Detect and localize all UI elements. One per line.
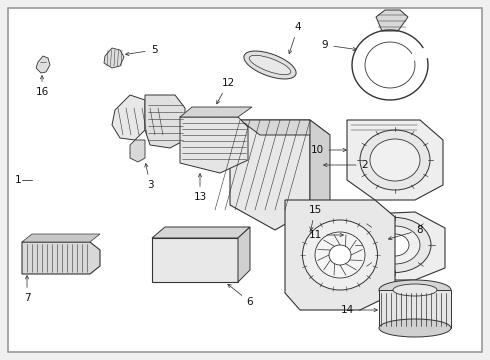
Polygon shape: [240, 120, 330, 135]
Ellipse shape: [329, 245, 351, 265]
Polygon shape: [36, 56, 50, 73]
Ellipse shape: [302, 220, 377, 290]
Ellipse shape: [249, 55, 291, 75]
Polygon shape: [230, 120, 310, 230]
Polygon shape: [285, 200, 395, 310]
Text: 15: 15: [308, 205, 321, 230]
Polygon shape: [180, 107, 252, 117]
Polygon shape: [376, 10, 408, 31]
Ellipse shape: [379, 319, 451, 337]
Ellipse shape: [370, 226, 420, 264]
Polygon shape: [347, 120, 443, 200]
Polygon shape: [323, 234, 331, 268]
Text: 12: 12: [217, 78, 235, 104]
Polygon shape: [152, 238, 238, 282]
Polygon shape: [130, 140, 145, 162]
Polygon shape: [297, 242, 323, 268]
Text: 8: 8: [389, 225, 423, 240]
Text: 10: 10: [311, 145, 346, 155]
Polygon shape: [180, 117, 248, 173]
Polygon shape: [297, 234, 331, 242]
Text: 13: 13: [194, 174, 207, 202]
Polygon shape: [22, 234, 100, 242]
Ellipse shape: [393, 284, 437, 296]
Text: 11: 11: [308, 230, 343, 240]
Polygon shape: [379, 290, 451, 328]
Text: 3: 3: [145, 163, 153, 190]
Polygon shape: [238, 227, 250, 282]
Text: 16: 16: [35, 76, 49, 97]
Text: 2: 2: [323, 160, 368, 170]
Ellipse shape: [360, 130, 430, 190]
Ellipse shape: [244, 51, 296, 79]
Polygon shape: [145, 95, 185, 148]
Polygon shape: [152, 227, 250, 238]
Ellipse shape: [379, 280, 451, 300]
Ellipse shape: [370, 139, 420, 181]
Text: 14: 14: [341, 305, 377, 315]
Ellipse shape: [381, 234, 409, 256]
Polygon shape: [310, 120, 330, 225]
Text: 7: 7: [24, 276, 30, 303]
Text: 6: 6: [228, 284, 253, 307]
Text: 4: 4: [289, 22, 301, 54]
Text: 1: 1: [15, 175, 21, 185]
Polygon shape: [22, 242, 100, 274]
Polygon shape: [104, 48, 124, 68]
Ellipse shape: [315, 232, 365, 278]
Text: 9: 9: [322, 40, 356, 51]
Text: 5: 5: [125, 45, 157, 55]
Polygon shape: [112, 95, 145, 140]
Polygon shape: [345, 212, 445, 280]
Ellipse shape: [359, 217, 431, 273]
